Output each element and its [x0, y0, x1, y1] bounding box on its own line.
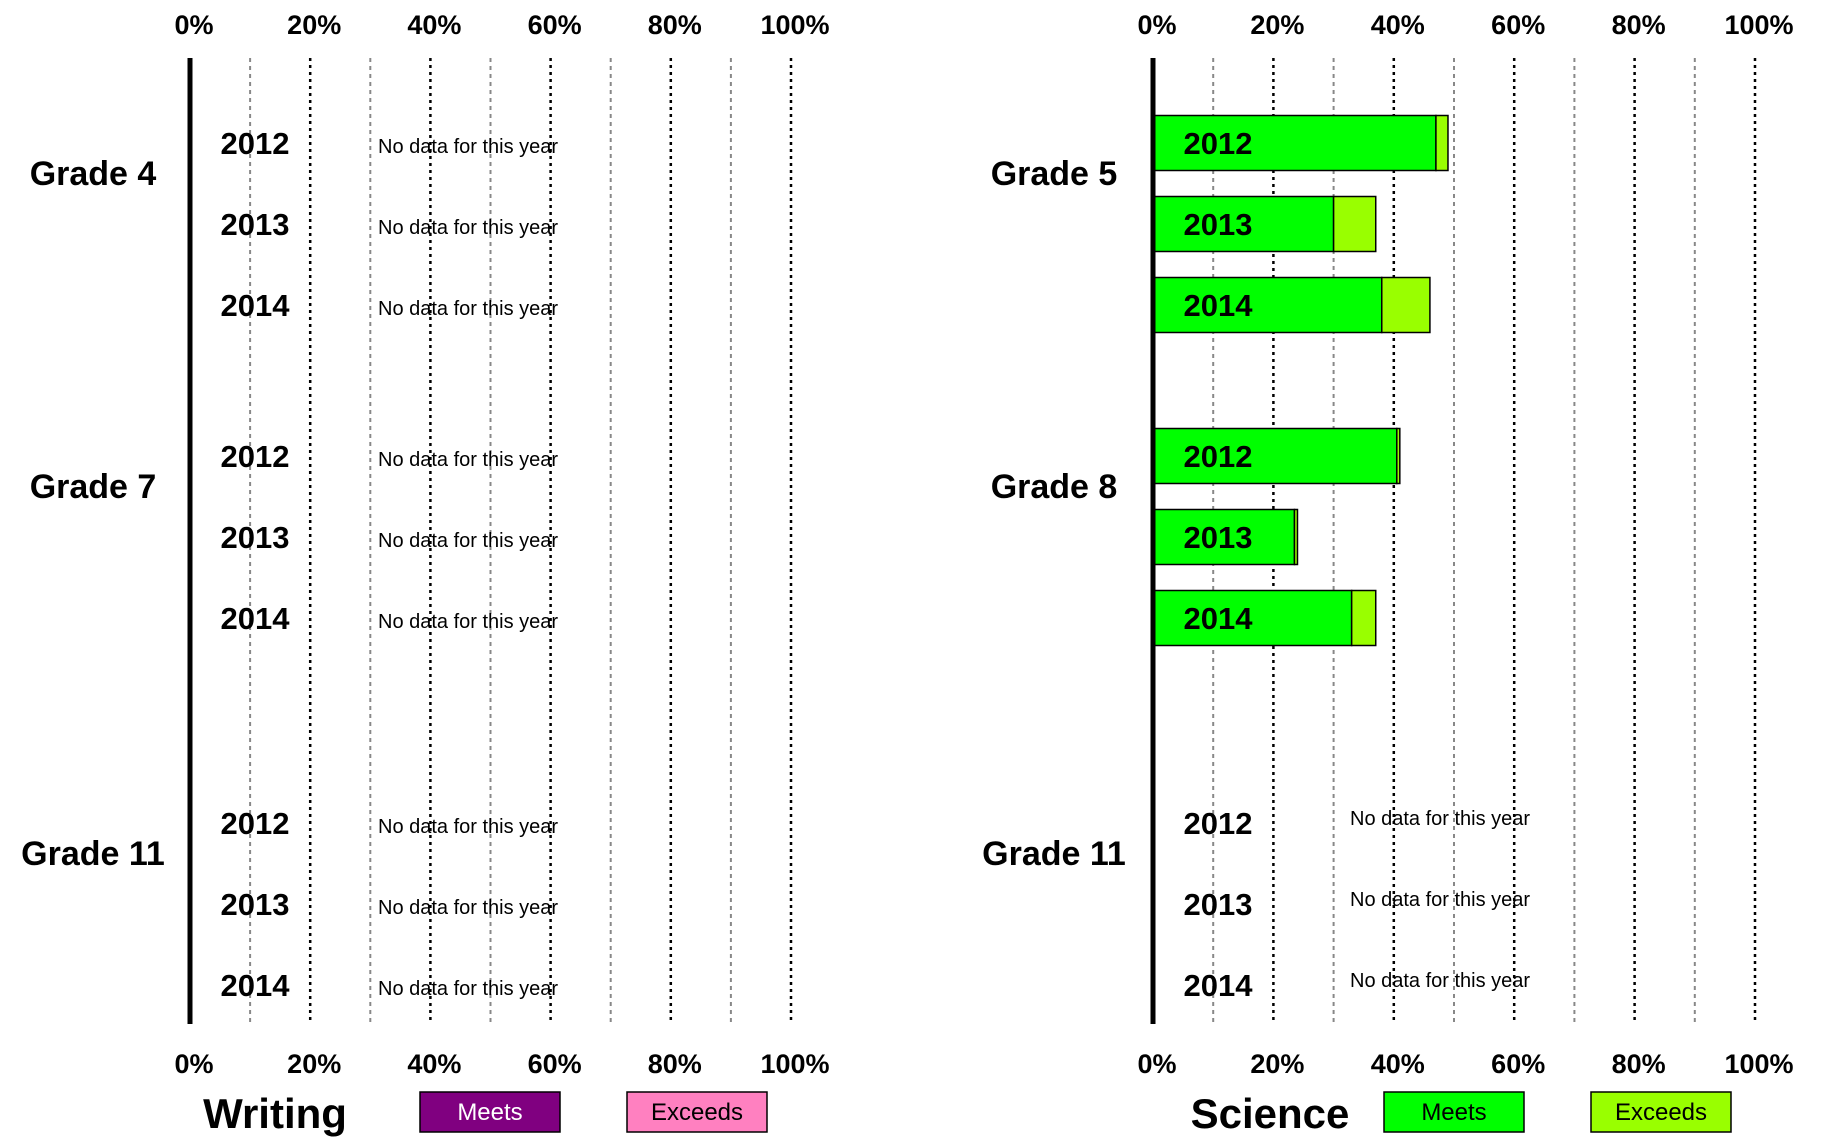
tick-label-top: 100% [760, 10, 829, 40]
legend-title: Writing [203, 1090, 347, 1137]
tick-label-top: 60% [1491, 10, 1545, 40]
tick-label-bottom: 40% [407, 1049, 461, 1079]
bar-exceeds [1435, 114, 1449, 172]
bar-exceeds [1332, 195, 1377, 253]
year-label: 2014 [221, 968, 291, 1003]
year-label: 2012 [1184, 806, 1253, 841]
tick-label-bottom: 0% [1137, 1049, 1176, 1079]
tick-label-top: 20% [1250, 10, 1304, 40]
grade-label: Grade 11 [21, 835, 165, 873]
no-data-label: No data for this year [378, 978, 558, 1000]
year-label: 2014 [1184, 288, 1254, 323]
tick-label-bottom: 80% [1612, 1049, 1666, 1079]
year-label: 2012 [221, 806, 290, 841]
bar-meets [1152, 195, 1335, 253]
tick-label-top: 40% [1371, 10, 1425, 40]
no-data-label: No data for this year [378, 449, 558, 471]
grade-label: Grade 4 [30, 155, 157, 193]
no-data-label: No data for this year [1350, 970, 1530, 992]
tick-label-bottom: 100% [760, 1049, 829, 1079]
grade-label: Grade 7 [30, 468, 157, 506]
tick-label-top: 40% [407, 10, 461, 40]
year-label: 2014 [221, 601, 291, 636]
tick-label-top: 80% [648, 10, 702, 40]
year-label: 2013 [1184, 887, 1253, 922]
grade-label: Grade 5 [991, 155, 1118, 193]
grade-label: Grade 8 [991, 468, 1118, 506]
no-data-label: No data for this year [378, 897, 558, 919]
legend-label-meets: Meets [1421, 1099, 1486, 1126]
tick-label-top: 80% [1612, 10, 1666, 40]
chart-science: 0% 0% 20% 20% 40% 40% 60% 60% 80% 80% 100% 100% Grad… [982, 10, 1793, 1137]
legend-label-exceeds: Exceeds [1615, 1099, 1707, 1126]
bar-meets [1152, 589, 1353, 647]
no-data-label: No data for this year [378, 611, 558, 633]
year-label: 2012 [1184, 439, 1253, 474]
legend-swatch-meets [1383, 1091, 1525, 1133]
legend-swatch-exceeds [1590, 1091, 1732, 1133]
legend-title: Science [1191, 1090, 1350, 1137]
tick-label-top: 100% [1724, 10, 1793, 40]
no-data-label: No data for this year [378, 816, 558, 838]
year-label: 2013 [1184, 520, 1253, 555]
year-label: 2012 [221, 126, 290, 161]
year-label: 2014 [221, 288, 291, 323]
year-label: 2013 [221, 207, 290, 242]
bar-exceeds [1381, 276, 1431, 334]
bar-exceeds [1396, 427, 1401, 485]
bar-meets [1152, 114, 1437, 172]
tick-label-top: 20% [287, 10, 341, 40]
bar-meets [1152, 427, 1398, 485]
tick-label-bottom: 20% [1250, 1049, 1304, 1079]
year-label: 2014 [1184, 601, 1254, 636]
year-label: 2013 [1184, 207, 1253, 242]
tick-label-bottom: 40% [1371, 1049, 1425, 1079]
tick-label-bottom: 20% [287, 1049, 341, 1079]
bar-exceeds [1350, 589, 1377, 647]
grade-label: Grade 11 [982, 835, 1126, 873]
tick-label-bottom: 60% [528, 1049, 582, 1079]
tick-label-top: 0% [1137, 10, 1176, 40]
tick-label-bottom: 80% [648, 1049, 702, 1079]
no-data-label: No data for this year [1350, 889, 1530, 911]
legend-label-meets: Meets [457, 1099, 522, 1126]
tick-label-bottom: 100% [1724, 1049, 1793, 1079]
year-label: 2012 [1184, 126, 1253, 161]
tick-label-top: 60% [528, 10, 582, 40]
year-label: 2012 [221, 439, 290, 474]
bar-exceeds [1293, 508, 1299, 566]
year-label: 2013 [221, 520, 290, 555]
chart-writing: 0% 0% 20% 20% 40% 40% 60% 60% 80% 80% 100% 100% Grad… [21, 10, 829, 1137]
legend-swatch-exceeds [626, 1091, 768, 1133]
legend-swatch-meets [419, 1091, 561, 1133]
bar-meets [1152, 276, 1383, 334]
no-data-label: No data for this year [1350, 808, 1530, 830]
no-data-label: No data for this year [378, 136, 558, 158]
year-label: 2014 [1184, 968, 1254, 1003]
year-label: 2013 [221, 887, 290, 922]
tick-label-bottom: 60% [1491, 1049, 1545, 1079]
no-data-label: No data for this year [378, 530, 558, 552]
tick-label-bottom: 0% [174, 1049, 213, 1079]
legend-label-exceeds: Exceeds [651, 1099, 743, 1126]
no-data-label: No data for this year [378, 298, 558, 320]
tick-label-top: 0% [174, 10, 213, 40]
no-data-label: No data for this year [378, 217, 558, 239]
